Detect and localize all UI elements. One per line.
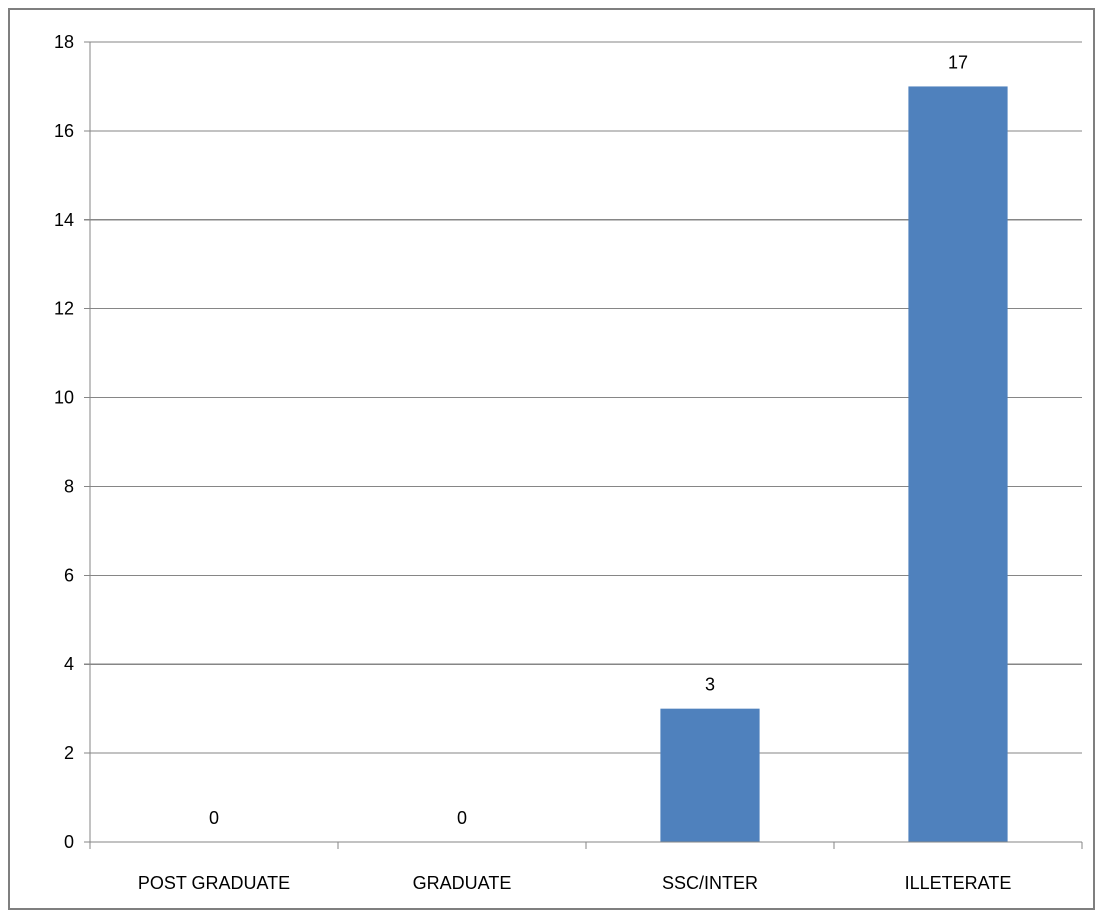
x-tick-label: POST GRADUATE: [138, 873, 290, 893]
y-tick-label: 16: [54, 121, 74, 141]
x-tick-label: ILLETERATE: [905, 873, 1012, 893]
x-tick-label: GRADUATE: [413, 873, 512, 893]
y-tick-label: 12: [54, 299, 74, 319]
y-tick-label: 6: [64, 565, 74, 585]
data-label: 3: [705, 675, 715, 695]
y-tick-label: 18: [54, 32, 74, 52]
gridlines: [90, 41, 1082, 754]
y-tick-label: 0: [64, 832, 74, 852]
bar-chart: 0 2 4 6 8 10 12 14 16 18 POST GRADUATE GRADUATE SSC…: [54, 32, 1083, 893]
data-label: 0: [209, 808, 219, 828]
y-tick-label: 14: [54, 210, 74, 230]
chart-frame: 0 2 4 6 8 10 12 14 16 18 POST GRADUATE GRADUATE SSC…: [8, 8, 1095, 910]
bar-illeterate: [908, 86, 1008, 842]
x-tick-labels: POST GRADUATE GRADUATE SSC/INTER ILLETERATE: [138, 873, 1012, 893]
bar-ssc-inter: [660, 708, 760, 842]
y-tick-label: 2: [64, 743, 74, 763]
data-labels: 0 0 3 17: [209, 52, 968, 828]
data-label: 17: [948, 52, 968, 72]
x-tick-label: SSC/INTER: [662, 873, 758, 893]
axes: [84, 41, 1083, 849]
y-tick-labels: 0 2 4 6 8 10 12 14 16 18: [54, 32, 74, 852]
bars: [660, 86, 1008, 842]
y-tick-label: 4: [64, 654, 74, 674]
data-label: 0: [457, 808, 467, 828]
y-tick-label: 10: [54, 388, 74, 408]
y-tick-label: 8: [64, 476, 74, 496]
